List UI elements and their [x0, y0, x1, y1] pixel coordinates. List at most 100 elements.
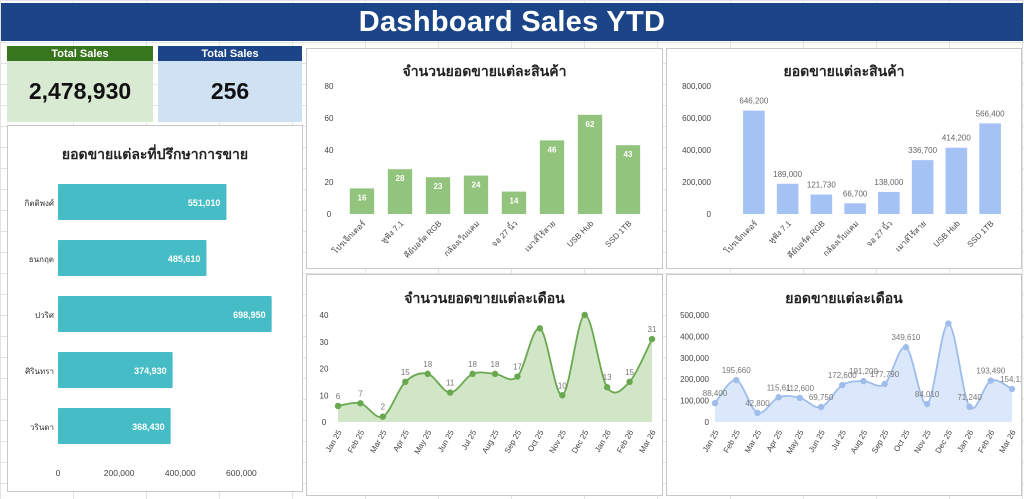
- chart-count-by-product[interactable]: จำนวนยอดขายแต่ละสินค้า 0 20 40 60 80 16 โปรเจ็…: [306, 48, 663, 269]
- kpi-value: 2,478,930: [7, 61, 153, 122]
- point-data-label: 154,11: [1000, 375, 1021, 384]
- bar: [878, 191, 900, 214]
- bar-data-label: 43: [624, 150, 633, 159]
- bar: [463, 175, 489, 214]
- bar: [387, 169, 413, 214]
- y-tick-label: 200,000: [682, 178, 711, 187]
- x-tick-label: Sep 25: [503, 428, 524, 455]
- data-point: [775, 394, 782, 401]
- x-tick-label: Mar 25: [743, 428, 764, 455]
- x-tick-label: 0: [56, 468, 61, 478]
- x-tick-label: จอ 27 นิ้ว: [863, 218, 894, 249]
- x-tick-label: Mar 26: [637, 428, 658, 455]
- kpi-value: 256: [158, 61, 302, 122]
- y-tick-label: 60: [325, 114, 334, 123]
- x-tick-label: Mar 25: [368, 428, 389, 455]
- x-tick-label: USB Hub: [565, 219, 595, 249]
- series-line: [337, 314, 653, 419]
- chart-sales-by-consultant[interactable]: ยอดขายแต่ละที่ปรึกษาการขาย 551,010 กิตติพ…: [7, 125, 303, 492]
- dashboard-title: Dashboard Sales YTD: [358, 5, 666, 38]
- area-fill: [338, 314, 652, 422]
- x-tick-label: 200,000: [104, 468, 135, 478]
- x-tick-label: Dec 25: [570, 428, 591, 455]
- bar-data-label: 14: [510, 197, 519, 206]
- chart-title: จำนวนยอดขายแต่ละสินค้า: [402, 63, 567, 79]
- data-point: [902, 343, 910, 351]
- y-tick-label: 800,000: [682, 82, 711, 91]
- x-tick-label: Jan 25: [324, 428, 344, 454]
- point-data-label: 18: [491, 360, 500, 369]
- data-point: [839, 381, 846, 389]
- bar: [577, 114, 603, 214]
- x-tick-label: Feb 25: [722, 428, 743, 455]
- chart-canvas: 0 200,000 400,000 600,000 800,000 646,200 โปรเ…: [682, 82, 1005, 260]
- chart-revenue-by-product[interactable]: ยอดขายแต่ละสินค้า 0 200,000 400,000 600,000…: [666, 48, 1022, 269]
- point-data-label: 13: [603, 373, 612, 382]
- x-tick-label: หูฟัง 7.1: [379, 219, 406, 246]
- point-data-label: 177,790: [870, 370, 899, 379]
- x-tick-label: Apr 25: [391, 428, 411, 453]
- x-tick-label: Oct 25: [892, 428, 912, 453]
- bar: [615, 145, 641, 214]
- bar-data-label: 336,700: [908, 146, 937, 155]
- data-point: [1008, 385, 1016, 393]
- y-tick-label: 40: [325, 146, 334, 155]
- data-point: [402, 378, 409, 386]
- chart-count-by-month[interactable]: จำนวนยอดขายแต่ละเดือน 0 10 20 30 40 6 Jan 25 7 F…: [306, 274, 663, 496]
- bar-data-label: 62: [586, 120, 595, 129]
- bar: [425, 177, 451, 214]
- data-point: [536, 325, 544, 332]
- x-tick-label: Jun 25: [807, 428, 827, 454]
- data-point: [796, 394, 804, 402]
- x-tick-label: กล้องเว็บแคม: [441, 218, 481, 258]
- y-tick-label: 0: [327, 210, 332, 219]
- kpi-total-revenue: Total Sales 2,478,930: [7, 46, 153, 122]
- bar: [58, 296, 272, 332]
- x-tick-label: Mar 26: [997, 428, 1018, 455]
- y-tick-label: วรินดา: [30, 423, 54, 432]
- y-tick-label: 80: [325, 82, 334, 91]
- data-point: [424, 370, 431, 378]
- point-data-label: 18: [423, 360, 432, 369]
- bar-data-label: 698,950: [233, 310, 266, 320]
- bar: [58, 240, 207, 276]
- point-data-label: 31: [648, 325, 657, 334]
- bar-data-label: 24: [472, 181, 481, 190]
- chart-revenue-by-month[interactable]: ยอดขายแต่ละเดือน 0 100,000 200,000 300,000 4…: [666, 274, 1022, 496]
- data-point: [626, 378, 633, 386]
- y-tick-label: 500,000: [680, 311, 709, 320]
- data-point: [860, 377, 867, 385]
- point-data-label: 42,800: [745, 399, 770, 408]
- y-tick-label: 30: [320, 338, 329, 347]
- x-tick-label: กล้องเว็บแคม: [821, 218, 861, 258]
- chart-title: ยอดขายแต่ละที่ปรึกษาการขาย: [61, 146, 249, 162]
- point-data-label: 10: [558, 381, 567, 390]
- bar: [743, 110, 765, 214]
- x-tick-label: Nov 25: [548, 428, 569, 455]
- point-data-label: 2: [381, 403, 386, 412]
- point-data-label: 7: [358, 389, 363, 398]
- point-data-label: 17: [513, 363, 522, 372]
- bar-data-label: 566,400: [976, 109, 1005, 118]
- x-tick-label: เมาส์ไร้สาย: [522, 218, 557, 253]
- data-point: [379, 413, 387, 420]
- x-tick-label: Feb 26: [976, 428, 997, 455]
- bar: [979, 123, 1001, 214]
- bar: [945, 147, 968, 214]
- x-tick-label: Jan 26: [955, 428, 975, 454]
- bar: [810, 194, 833, 214]
- y-tick-label: 600,000: [682, 114, 711, 123]
- bar-data-label: 138,000: [874, 178, 903, 187]
- data-point: [581, 311, 588, 319]
- chart-title: ยอดขายแต่ละเดือน: [785, 290, 903, 306]
- data-point: [648, 335, 656, 343]
- x-tick-label: Apr 25: [765, 428, 785, 453]
- y-tick-label: 20: [325, 178, 334, 187]
- point-data-label: 6: [336, 392, 341, 401]
- x-tick-label: Feb 26: [615, 428, 636, 455]
- bar: [911, 160, 934, 214]
- data-point: [491, 370, 499, 378]
- data-point: [603, 384, 611, 391]
- chart-canvas: 0 20 40 60 80 16 โปรเจ็กเตอร์ 28 หูฟัง 7.1 23 คีย์…: [325, 82, 641, 260]
- bar-data-label: 23: [434, 182, 443, 191]
